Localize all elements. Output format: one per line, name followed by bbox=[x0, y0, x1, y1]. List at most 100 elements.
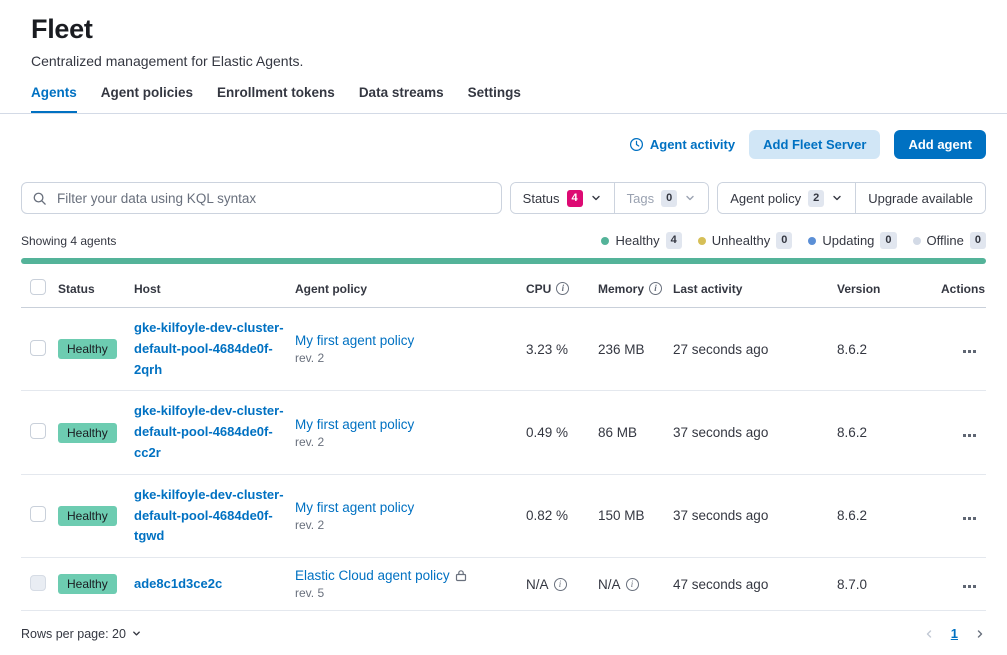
chevron-down-icon bbox=[833, 195, 841, 201]
updating-dot-icon bbox=[808, 236, 817, 245]
table-row: Healthy gke-kilfoyle-dev-cluster-default… bbox=[21, 307, 986, 392]
tab-agents[interactable]: Agents bbox=[31, 85, 77, 113]
agents-panel: Agent activity Add Fleet Server Add agen… bbox=[0, 114, 1007, 655]
version-value: 8.6.2 bbox=[837, 307, 941, 392]
cpu-value: 0.82 % bbox=[526, 474, 598, 559]
select-all-checkbox[interactable] bbox=[30, 279, 46, 295]
page-header: Fleet Centralized management for Elastic… bbox=[0, 0, 1007, 113]
legend-updating: Updating 0 bbox=[808, 232, 897, 249]
host-link[interactable]: ade8c1d3ce2c bbox=[134, 575, 223, 591]
host-link[interactable]: gke-kilfoyle-dev-cluster-default-pool-46… bbox=[134, 320, 284, 377]
cpu-value: 3.23 % bbox=[526, 307, 598, 392]
legend-updating-label: Updating bbox=[822, 233, 875, 248]
unhealthy-dot-icon bbox=[697, 236, 706, 245]
tab-enrollment-tokens[interactable]: Enrollment tokens bbox=[217, 85, 335, 100]
info-icon[interactable]: i bbox=[553, 577, 567, 591]
host-link[interactable]: gke-kilfoyle-dev-cluster-default-pool-46… bbox=[134, 486, 284, 544]
legend-unhealthy-count: 0 bbox=[776, 232, 793, 249]
cpu-value: N/A bbox=[526, 576, 549, 592]
agent-policy-filter-count-badge: 2 bbox=[808, 189, 825, 207]
add-agent-button[interactable]: Add agent bbox=[894, 130, 986, 159]
host-link[interactable]: gke-kilfoyle-dev-cluster-default-pool-46… bbox=[134, 403, 284, 460]
agent-policy-link[interactable]: My first agent policy bbox=[295, 499, 415, 515]
search-filter-row: Status 4 Tags 0 Agent policy 2 Upgrade a… bbox=[21, 182, 986, 214]
agent-policy-filter[interactable]: Agent policy 2 bbox=[718, 183, 856, 213]
memory-value: 236 MB bbox=[598, 307, 673, 392]
tags-filter[interactable]: Tags 0 bbox=[613, 183, 709, 213]
status-filter[interactable]: Status 4 bbox=[510, 183, 614, 213]
pagination: 1 bbox=[923, 626, 986, 641]
legend-healthy-count: 4 bbox=[665, 232, 682, 249]
rows-per-page-select[interactable]: Rows per page: 20 bbox=[21, 627, 142, 641]
row-actions-icon[interactable] bbox=[961, 346, 978, 357]
chevron-down-icon bbox=[133, 631, 140, 636]
chevron-right-icon bbox=[977, 629, 983, 638]
status-badge: Healthy bbox=[58, 422, 117, 443]
column-header-memory: Memory i bbox=[598, 270, 673, 308]
column-header-actions: Actions bbox=[941, 270, 986, 308]
kql-search-input[interactable] bbox=[55, 189, 491, 207]
row-checkbox[interactable] bbox=[30, 423, 46, 440]
column-header-agent-policy: Agent policy bbox=[295, 270, 526, 308]
table-row: Healthy ade8c1d3ce2c Elastic Cloud agent… bbox=[21, 557, 986, 612]
column-header-status: Status bbox=[58, 270, 134, 308]
legend-offline-count: 0 bbox=[969, 232, 986, 249]
chevron-down-icon bbox=[591, 195, 600, 201]
row-checkbox[interactable] bbox=[30, 506, 46, 523]
agent-activity-button[interactable]: Agent activity bbox=[629, 137, 735, 152]
row-actions-icon[interactable] bbox=[961, 513, 978, 524]
previous-page-button[interactable] bbox=[923, 628, 935, 640]
upgrade-available-filter[interactable]: Upgrade available bbox=[855, 183, 985, 213]
row-actions-icon[interactable] bbox=[961, 581, 978, 592]
agent-policy-link[interactable]: My first agent policy bbox=[295, 333, 415, 349]
last-activity-value: 37 seconds ago bbox=[673, 474, 837, 559]
agent-policy-link[interactable]: Elastic Cloud agent policy bbox=[295, 568, 450, 584]
status-badge: Healthy bbox=[58, 339, 117, 360]
actions-row: Agent activity Add Fleet Server Add agen… bbox=[21, 130, 986, 159]
page-subtitle: Centralized management for Elastic Agent… bbox=[31, 53, 304, 69]
page-title: Fleet bbox=[31, 14, 93, 44]
policy-upgrade-filter-group: Agent policy 2 Upgrade available bbox=[717, 182, 986, 214]
tab-agent-policies[interactable]: Agent policies bbox=[100, 85, 194, 100]
tab-bar: Agents Agent policies Enrollment tokens … bbox=[31, 85, 976, 113]
page-number-1[interactable]: 1 bbox=[950, 626, 958, 642]
last-activity-value: 27 seconds ago bbox=[673, 307, 837, 392]
search-icon bbox=[33, 192, 46, 205]
header-divider bbox=[0, 113, 1007, 114]
next-page-button[interactable] bbox=[974, 628, 986, 640]
kql-search-box[interactable] bbox=[21, 182, 502, 214]
version-value: 8.6.2 bbox=[837, 474, 941, 559]
legend-unhealthy-label: Unhealthy bbox=[711, 233, 771, 248]
row-actions-icon[interactable] bbox=[961, 430, 978, 441]
table-header-row: Status Host Agent policy CPU i Memory i La… bbox=[21, 270, 986, 308]
info-icon[interactable]: i bbox=[556, 282, 570, 295]
tags-filter-label: Tags bbox=[626, 190, 655, 206]
column-header-cpu: CPU i bbox=[526, 270, 598, 308]
tab-data-streams[interactable]: Data streams bbox=[358, 85, 444, 100]
cpu-header-label: CPU bbox=[526, 281, 552, 296]
health-progress-bar bbox=[21, 258, 986, 264]
upgrade-available-label: Upgrade available bbox=[868, 190, 973, 206]
row-checkbox[interactable] bbox=[30, 339, 46, 356]
agent-policy-link[interactable]: My first agent policy bbox=[295, 416, 415, 432]
tags-filter-count-badge: 0 bbox=[661, 189, 678, 207]
version-value: 8.6.2 bbox=[837, 390, 941, 475]
legend-healthy: Healthy 4 bbox=[601, 232, 682, 249]
info-icon[interactable]: i bbox=[649, 282, 663, 295]
info-icon[interactable]: i bbox=[625, 577, 639, 591]
chevron-left-icon bbox=[926, 629, 931, 638]
add-fleet-server-button[interactable]: Add Fleet Server bbox=[749, 130, 881, 159]
rows-per-page-label: Rows per page: 20 bbox=[21, 626, 126, 641]
legend-offline: Offline 0 bbox=[912, 232, 986, 249]
tab-settings[interactable]: Settings bbox=[467, 85, 521, 100]
policy-revision: rev. 2 bbox=[295, 517, 325, 532]
chevron-down-icon bbox=[686, 195, 694, 201]
memory-value: 150 MB bbox=[598, 474, 673, 559]
table-row: Healthy gke-kilfoyle-dev-cluster-default… bbox=[21, 390, 986, 475]
cpu-value: 0.49 % bbox=[526, 390, 598, 475]
status-legend: Healthy 4 Unhealthy 0 Updating 0 Offline… bbox=[601, 232, 986, 249]
showing-count: Showing 4 agents bbox=[21, 233, 117, 248]
legend-updating-count: 0 bbox=[880, 232, 897, 249]
table-footer: Rows per page: 20 1 bbox=[21, 611, 986, 655]
agent-policy-filter-label: Agent policy bbox=[730, 190, 802, 206]
